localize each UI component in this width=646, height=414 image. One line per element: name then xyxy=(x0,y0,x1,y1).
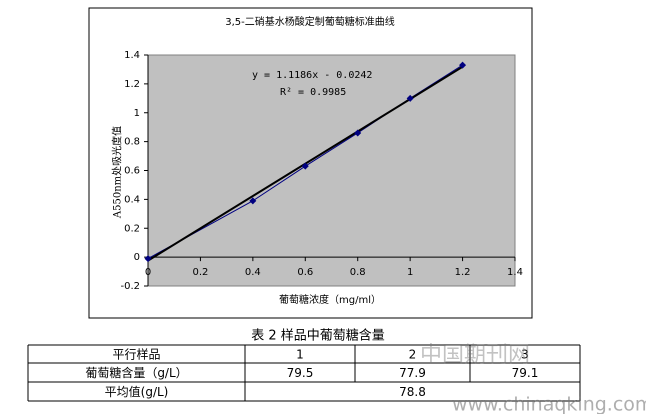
data-point xyxy=(301,162,309,170)
data-point xyxy=(459,61,467,69)
data-point xyxy=(144,255,152,263)
chart-title: 3,5-二硝基水杨酸定制葡萄糖标准曲线 xyxy=(225,15,395,28)
x-axis-label: 葡萄糖浓度（mg/ml） xyxy=(279,293,381,306)
watermark-url: www.chinaqking.com xyxy=(452,394,646,414)
table-cell: 77.9 xyxy=(399,366,426,380)
y-axis-label: A550nm处吸光度值 xyxy=(111,126,124,219)
y-tick-label: 0.4 xyxy=(124,194,140,205)
r-squared: R² = 0.9985 xyxy=(280,87,346,98)
table-cell: 平行样品 xyxy=(112,347,160,362)
table-cell: 79.5 xyxy=(287,366,314,380)
table-cell: 3 xyxy=(521,348,529,362)
table-cell: 78.8 xyxy=(399,385,426,399)
table-cell: 79.1 xyxy=(512,366,539,380)
y-tick-label: 1 xyxy=(134,108,140,119)
y-tick-label: 0 xyxy=(134,252,140,263)
x-tick-label: 1.4 xyxy=(507,267,523,278)
y-tick-label: 1.4 xyxy=(124,50,140,61)
y-tick-label: 0.8 xyxy=(124,137,140,148)
table-cell: 1 xyxy=(296,348,304,362)
x-tick-label: 0.6 xyxy=(297,267,313,278)
plot-area xyxy=(147,54,516,287)
data-point xyxy=(249,197,257,205)
table-cell: 2 xyxy=(409,348,417,362)
table-cell: 葡萄糖含量（g/L） xyxy=(85,365,187,380)
data-point xyxy=(354,129,362,137)
x-tick-label: 1 xyxy=(407,267,413,278)
x-tick-label: 0.2 xyxy=(192,267,208,278)
table-caption: 表 2 样品中葡萄糖含量 xyxy=(251,328,385,344)
x-tick-label: 0 xyxy=(145,267,151,278)
watermark: 中国期刊网 xyxy=(420,343,530,368)
y-tick-label: 0.2 xyxy=(124,223,140,234)
x-tick-label: 1.2 xyxy=(455,267,471,278)
y-tick-label: 0.6 xyxy=(124,166,140,177)
y-tick-label: 1.2 xyxy=(124,79,140,90)
x-tick-label: 0.4 xyxy=(245,267,261,278)
table-cell: 平均值(g/L) xyxy=(105,384,169,399)
table: 平行样品 1 2 3 葡萄糖含量（g/L） 79.5 77.9 79.1 平均值(g/L) 78.… xyxy=(27,344,581,402)
y-tick-label: -0.2 xyxy=(120,281,140,292)
data-point xyxy=(406,94,414,102)
x-tick-label: 0.8 xyxy=(350,267,366,278)
equation: y = 1.1186x - 0.0242 xyxy=(252,70,372,81)
